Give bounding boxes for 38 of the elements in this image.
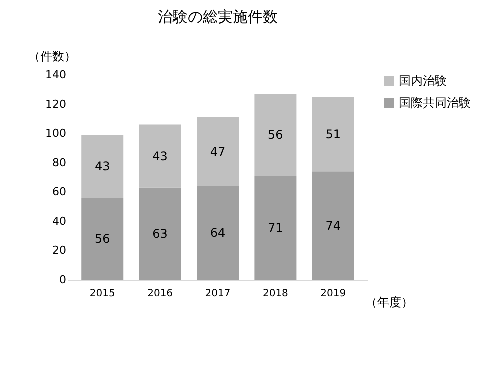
x-tick-label: 2018 bbox=[262, 288, 288, 300]
data-label: 63 bbox=[152, 226, 168, 241]
y-tick-label: 140 bbox=[46, 68, 66, 82]
bar bbox=[139, 124, 182, 188]
y-tick-label: 40 bbox=[52, 214, 66, 228]
bar bbox=[254, 176, 297, 280]
data-label: 64 bbox=[210, 226, 226, 240]
bar bbox=[197, 117, 239, 186]
x-tick-label: 2017 bbox=[205, 288, 231, 300]
x-tick-label: 2015 bbox=[90, 288, 116, 300]
y-tick-label: 100 bbox=[46, 127, 66, 140]
data-label: 56 bbox=[268, 128, 284, 142]
bar bbox=[197, 186, 239, 280]
y-tick-label: 0 bbox=[60, 274, 66, 286]
y-tick-label: 120 bbox=[46, 98, 66, 111]
x-axis-title: （年度） bbox=[366, 296, 414, 310]
x-tick-label: 2016 bbox=[148, 288, 174, 300]
y-axis-title: （件数） bbox=[28, 50, 76, 64]
data-label: 47 bbox=[210, 144, 226, 159]
bar bbox=[312, 96, 354, 172]
y-tick-label: 20 bbox=[52, 244, 66, 258]
bar bbox=[254, 94, 297, 176]
legend-label: 国内治験 bbox=[399, 74, 447, 88]
data-label: 71 bbox=[268, 221, 284, 236]
data-label: 51 bbox=[326, 127, 342, 142]
bar bbox=[82, 198, 124, 280]
data-label: 43 bbox=[152, 149, 168, 164]
bar bbox=[139, 188, 182, 280]
data-label: 43 bbox=[94, 160, 110, 174]
data-label: 56 bbox=[94, 232, 110, 246]
bar bbox=[82, 135, 124, 198]
chart-title: 治験の総実施件数 bbox=[158, 8, 278, 26]
y-tick-label: 60 bbox=[52, 186, 66, 199]
x-tick-label: 2019 bbox=[320, 288, 346, 300]
y-tick-label: 80 bbox=[52, 156, 66, 170]
data-label: 74 bbox=[326, 218, 342, 233]
legend-label: 国際共同治験 bbox=[399, 96, 471, 110]
bar bbox=[312, 172, 354, 280]
